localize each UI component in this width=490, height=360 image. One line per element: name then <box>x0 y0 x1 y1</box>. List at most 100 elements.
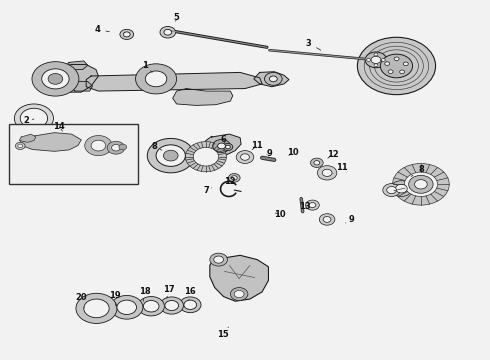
Circle shape <box>184 300 196 310</box>
Circle shape <box>225 145 230 149</box>
Text: 2: 2 <box>24 116 34 125</box>
Circle shape <box>415 180 427 189</box>
Circle shape <box>111 296 143 319</box>
Circle shape <box>146 71 167 87</box>
Circle shape <box>160 297 183 314</box>
Text: 10: 10 <box>287 148 299 157</box>
Circle shape <box>311 158 323 167</box>
Circle shape <box>400 70 405 73</box>
Circle shape <box>323 217 331 222</box>
Circle shape <box>107 141 125 154</box>
Circle shape <box>374 64 378 67</box>
Text: 12: 12 <box>327 150 339 159</box>
Circle shape <box>314 161 320 165</box>
Circle shape <box>20 108 48 129</box>
Circle shape <box>160 27 175 38</box>
Circle shape <box>15 142 25 149</box>
Text: 10: 10 <box>274 210 286 219</box>
Circle shape <box>48 73 63 84</box>
Circle shape <box>392 163 449 205</box>
Polygon shape <box>210 255 269 301</box>
Circle shape <box>164 30 171 35</box>
Polygon shape <box>254 72 289 87</box>
Circle shape <box>391 181 412 197</box>
Circle shape <box>231 176 237 180</box>
Polygon shape <box>86 72 262 91</box>
Circle shape <box>32 62 79 96</box>
Circle shape <box>117 300 137 315</box>
Circle shape <box>322 169 332 176</box>
Text: 4: 4 <box>95 25 109 34</box>
Circle shape <box>241 154 249 160</box>
Text: 7: 7 <box>203 186 212 195</box>
Text: 9: 9 <box>267 149 272 158</box>
Circle shape <box>385 62 390 66</box>
Text: 6: 6 <box>220 135 226 144</box>
Polygon shape <box>172 89 233 105</box>
Circle shape <box>138 297 164 316</box>
Text: 12: 12 <box>224 177 236 186</box>
Circle shape <box>357 37 436 95</box>
Circle shape <box>120 30 134 40</box>
Circle shape <box>179 297 201 313</box>
Text: 11: 11 <box>251 141 263 150</box>
Circle shape <box>156 145 185 166</box>
Circle shape <box>309 203 316 208</box>
Circle shape <box>76 293 117 323</box>
Text: 15: 15 <box>217 327 229 339</box>
Circle shape <box>319 214 335 225</box>
Text: 8: 8 <box>411 166 424 176</box>
Polygon shape <box>19 134 36 142</box>
Text: 8: 8 <box>152 142 162 151</box>
Circle shape <box>306 200 319 210</box>
Circle shape <box>404 172 438 197</box>
Circle shape <box>91 140 106 151</box>
Circle shape <box>112 144 121 151</box>
Circle shape <box>228 174 240 182</box>
Text: 19: 19 <box>109 291 121 306</box>
Circle shape <box>210 253 227 266</box>
Circle shape <box>84 299 109 318</box>
Circle shape <box>123 32 130 37</box>
Text: 14: 14 <box>53 122 65 131</box>
Text: 3: 3 <box>306 39 321 50</box>
Text: 16: 16 <box>184 287 196 300</box>
Circle shape <box>165 301 178 311</box>
Circle shape <box>213 139 230 152</box>
Circle shape <box>394 57 399 60</box>
Text: 13: 13 <box>299 202 311 211</box>
Text: 17: 17 <box>163 284 174 298</box>
Polygon shape <box>65 61 88 69</box>
Circle shape <box>185 141 226 172</box>
Circle shape <box>383 184 400 197</box>
Circle shape <box>367 58 370 61</box>
Circle shape <box>234 291 244 298</box>
Circle shape <box>403 62 408 66</box>
Circle shape <box>147 138 194 173</box>
Circle shape <box>381 58 385 61</box>
Circle shape <box>236 150 254 163</box>
Circle shape <box>318 166 337 180</box>
Circle shape <box>144 301 159 312</box>
Circle shape <box>163 150 178 161</box>
Circle shape <box>193 147 219 166</box>
Circle shape <box>265 72 282 85</box>
Text: 9: 9 <box>345 215 354 224</box>
Polygon shape <box>40 64 98 92</box>
Polygon shape <box>20 133 81 151</box>
Circle shape <box>374 53 378 56</box>
Text: 1: 1 <box>142 61 152 72</box>
Circle shape <box>409 175 433 193</box>
Circle shape <box>85 135 112 156</box>
FancyBboxPatch shape <box>9 125 138 184</box>
Text: 18: 18 <box>139 287 150 301</box>
Circle shape <box>387 186 396 194</box>
Circle shape <box>42 69 69 89</box>
Text: 11: 11 <box>333 163 347 174</box>
Circle shape <box>119 144 127 150</box>
Text: 5: 5 <box>173 13 179 22</box>
Circle shape <box>218 143 225 149</box>
Text: 20: 20 <box>75 293 87 308</box>
Circle shape <box>270 76 277 82</box>
Circle shape <box>230 288 248 301</box>
